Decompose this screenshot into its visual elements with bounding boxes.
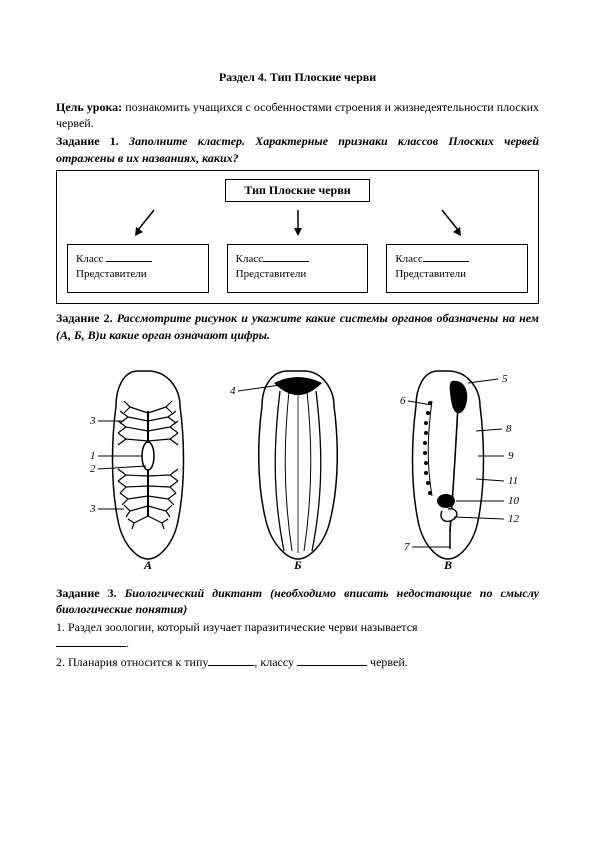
svg-text:Б: Б (293, 558, 302, 571)
class-box-2[interactable]: Класс Представители (227, 244, 369, 294)
svg-text:11: 11 (508, 475, 518, 487)
task3-q1: 1. Раздел зоологии, который изучает пара… (56, 619, 539, 651)
task3-heading: Задание 3. Биологический диктант (необхо… (56, 585, 539, 617)
svg-text:6: 6 (400, 395, 406, 407)
cluster-arrows (67, 208, 528, 238)
reps-label: Представители (236, 268, 307, 280)
class-label: Класс (236, 253, 263, 265)
blank-line[interactable] (263, 251, 309, 262)
blank-line[interactable] (56, 636, 126, 648)
svg-text:1: 1 (90, 450, 96, 462)
cluster-boxes: Класс Представители Класс Представители … (67, 244, 528, 294)
reps-label: Представители (395, 268, 466, 280)
svg-text:8: 8 (506, 423, 512, 435)
svg-text:9: 9 (508, 450, 514, 462)
svg-text:2: 2 (90, 463, 96, 475)
class-box-3[interactable]: Класс Представители (386, 244, 528, 294)
svg-text:3: 3 (89, 415, 96, 427)
anatomy-svg: 3 1 2 3 А 4 (68, 361, 528, 571)
svg-text:10: 10 (508, 495, 520, 507)
q2-pre: 2. Планария относится к типу (56, 655, 208, 669)
blank-line[interactable] (297, 654, 367, 666)
task1-label: Задание 1. (56, 134, 119, 148)
section-title: Раздел 4. Тип Плоские черви (56, 70, 539, 85)
svg-text:А: А (143, 558, 152, 571)
lesson-goal: Цель урока: познакомить учащихся с особе… (56, 99, 539, 131)
cluster-root: Тип Плоские черви (225, 179, 369, 202)
task1-text: Заполните кластер. Характерные признаки … (56, 134, 539, 164)
task2-text: Рассмотрите рисунок и укажите какие сист… (56, 311, 539, 341)
class-label: Класс (76, 253, 103, 265)
goal-text: познакомить учащихся с особенностями стр… (56, 100, 539, 130)
svg-text:4: 4 (230, 385, 236, 397)
task-2: Задание 2. Рассмотрите рисунок и укажите… (56, 310, 539, 342)
q2-mid: , классу (254, 655, 297, 669)
class-label: Класс (395, 253, 422, 265)
anatomy-figure: 3 1 2 3 А 4 (56, 361, 539, 571)
panel-v: 5 6 8 9 11 10 12 7 В (400, 371, 520, 571)
arrow-down-icon (289, 208, 307, 238)
svg-text:В: В (443, 558, 452, 571)
class-box-1[interactable]: Класс Представители (67, 244, 209, 294)
task3-text: Биологический диктант (необходимо вписат… (56, 586, 539, 616)
cluster-root-wrap: Тип Плоские черви (67, 179, 528, 202)
reps-label: Представители (76, 268, 147, 280)
svg-text:12: 12 (508, 513, 520, 525)
task-3: Задание 3. Биологический диктант (необхо… (56, 585, 539, 670)
svg-text:5: 5 (502, 373, 508, 385)
arrow-left-icon (132, 208, 160, 238)
q1-text: 1. Раздел зоологии, который изучает пара… (56, 620, 418, 634)
panel-a: 3 1 2 3 А (89, 371, 184, 571)
blank-line[interactable] (423, 251, 469, 262)
task-1: Задание 1. Заполните кластер. Характерны… (56, 133, 539, 165)
panel-b: 4 Б (230, 371, 337, 571)
arrow-right-icon (436, 208, 464, 238)
blank-line[interactable] (106, 251, 152, 262)
task3-label: Задание 3. (56, 586, 117, 600)
goal-label: Цель урока: (56, 100, 122, 114)
q2-post: червей. (367, 655, 408, 669)
cluster-diagram: Тип Плоские черви Класс Представители Кл… (56, 170, 539, 305)
svg-text:3: 3 (89, 503, 96, 515)
task2-label: Задание 2. (56, 311, 113, 325)
svg-text:7: 7 (404, 541, 410, 553)
blank-line[interactable] (208, 654, 254, 666)
task3-q2: 2. Планария относится к типу , классу чер… (56, 654, 539, 670)
